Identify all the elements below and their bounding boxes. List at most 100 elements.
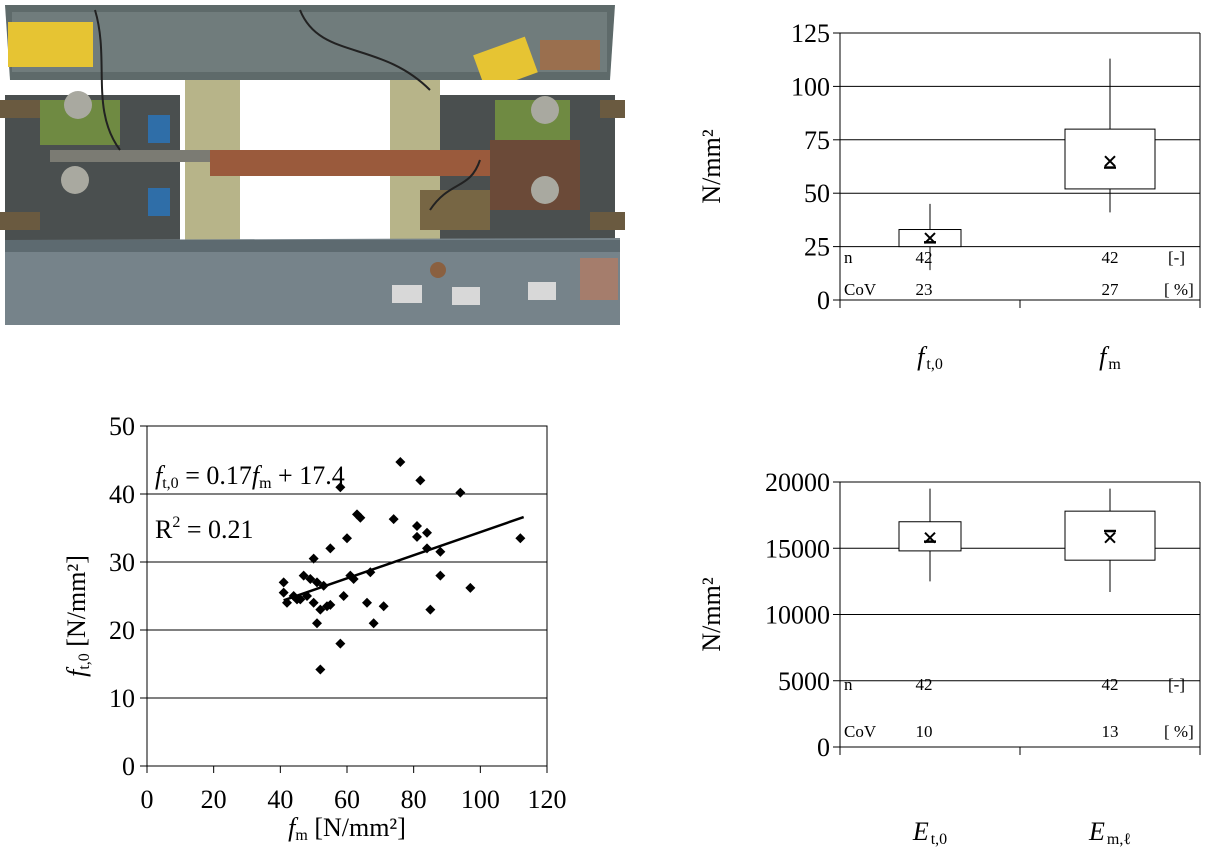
scatter-point [455, 487, 466, 498]
scatter-point [278, 577, 289, 588]
y-tick-label: 25 [804, 233, 830, 262]
cov-unit: [ %] [1164, 722, 1194, 741]
y-tick-label: 5000 [778, 667, 830, 696]
scatter-point [422, 543, 432, 554]
scatter-point [412, 531, 422, 542]
y-axis-label: N/mm² [697, 129, 726, 203]
scatter-point [308, 597, 319, 608]
scatter-point [515, 533, 526, 544]
y-axis-label: N/mm² [697, 577, 726, 651]
box-mean-marker [1104, 155, 1116, 167]
cov-value: 27 [1102, 280, 1120, 299]
y-tick-label: 10 [109, 684, 135, 713]
cov-value: 13 [1102, 722, 1119, 741]
scatter-point [362, 597, 372, 608]
trendline [283, 515, 525, 602]
y-tick-label: 20000 [765, 468, 830, 497]
y-tick-label: 0 [122, 752, 135, 781]
n-value: 42 [1102, 248, 1119, 267]
y-tick-label: 10000 [765, 601, 830, 630]
scatter-point [368, 618, 379, 629]
scatter-point [412, 520, 422, 531]
y-tick-label: 20 [109, 616, 135, 645]
scatter-point [302, 591, 312, 601]
box-iqr [1064, 510, 1156, 561]
x-tick-label: 120 [528, 785, 567, 814]
scatter-point [338, 591, 349, 601]
cov-label: CoV [844, 722, 877, 741]
box-mean-marker [924, 531, 936, 544]
scatter-point [312, 618, 322, 629]
strength-box-chart: 0 25 50 75 100 125 N/mm² f t,0 42 23 f m 42 27 n CoV [-] [… [697, 19, 1201, 373]
scatter-point [312, 577, 322, 588]
scatter-point [365, 567, 376, 578]
test-rig-photo [0, 0, 625, 330]
scatter-point [335, 638, 346, 649]
scatter-point [308, 553, 319, 564]
scatter-point [342, 533, 352, 544]
scatter-point [298, 570, 309, 581]
y-tick-label: 100 [791, 72, 830, 101]
n-value: 42 [916, 248, 933, 267]
box-iqr [1064, 128, 1156, 190]
n-label: n [844, 675, 853, 694]
scatter-point [295, 594, 306, 605]
strength-scatter-chart: 0 10 20 30 40 50 0 20 40 60 80 100 120 fm [N/mm²] ft,0… [62, 412, 567, 844]
regression-equation: ft,0 = 0.17fm + 17.4 [155, 461, 345, 492]
y-tick-label: 15000 [765, 534, 830, 563]
cov-unit: [ %] [1164, 280, 1194, 299]
x-tick-label: 20 [201, 785, 227, 814]
n-unit: [-] [1168, 248, 1185, 267]
x-tick-label: 100 [461, 785, 500, 814]
y-tick-label: 30 [109, 548, 135, 577]
scatter-point [318, 580, 329, 591]
scatter-point [425, 604, 436, 615]
scatter-point [282, 597, 292, 608]
y-tick-label: 75 [804, 126, 830, 155]
modulus-box-chart: 0 5000 10000 15000 20000 N/mm² E t,0 42 10 E m,ℓ 42 1… [697, 468, 1201, 848]
y-tick-label: 0 [817, 733, 830, 762]
r-squared: R2 = 0.21 [155, 514, 254, 544]
x-tick-label: 60 [334, 785, 360, 814]
y-tick-label: 50 [109, 412, 135, 441]
y-axis-label: ft,0 [N/mm²] [62, 555, 93, 677]
scatter-point [288, 591, 299, 601]
x-tick-label: 80 [401, 785, 427, 814]
x-tick-label: 0 [141, 785, 154, 814]
scatter-point [315, 664, 326, 675]
scatter-point [315, 604, 326, 615]
scatter-point [388, 514, 399, 525]
n-label: n [844, 248, 853, 267]
n-value: 42 [916, 675, 933, 694]
scatter-point [348, 574, 359, 584]
scatter-point [278, 587, 289, 598]
scatter-point [325, 599, 336, 610]
y-tick-label: 40 [109, 480, 135, 509]
scatter-point [435, 546, 446, 557]
x-tick-label: 40 [267, 785, 293, 814]
cov-value: 23 [916, 280, 933, 299]
scatter-point [355, 512, 366, 523]
scatter-point [422, 527, 432, 538]
cov-label: CoV [844, 280, 877, 299]
scatter-point [305, 574, 316, 584]
scatter-point [325, 543, 336, 554]
x-category-label: f t,0 [917, 342, 943, 373]
scatter-point [415, 475, 426, 486]
n-value: 42 [1102, 675, 1119, 694]
scatter-point [465, 582, 476, 593]
n-unit: [-] [1168, 675, 1185, 694]
scatter-point [435, 570, 446, 581]
y-tick-label: 50 [804, 179, 830, 208]
y-tick-label: 0 [817, 286, 830, 315]
x-axis-label: fm [N/mm²] [288, 813, 406, 844]
cov-value: 10 [916, 722, 933, 741]
scatter-point [395, 457, 406, 468]
scatter-point [378, 601, 389, 612]
scatter-point [335, 482, 346, 493]
box-mean-marker [924, 232, 936, 244]
box-mean-marker [1104, 531, 1116, 544]
